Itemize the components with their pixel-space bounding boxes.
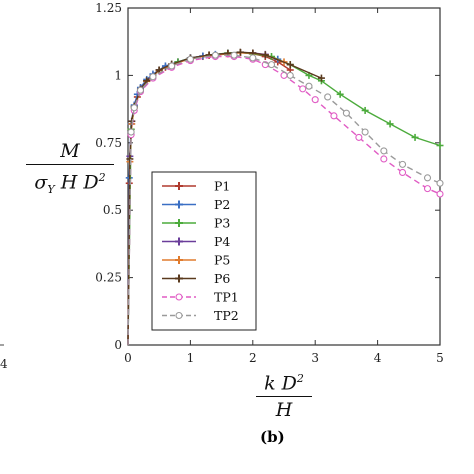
- legend-label: P4: [214, 234, 230, 249]
- data-point: [286, 61, 294, 69]
- data-point: [423, 185, 432, 193]
- data-point: [127, 128, 135, 136]
- legend-entry-p5: P5: [162, 253, 230, 268]
- data-point: [386, 120, 394, 128]
- legend-label: TP1: [214, 290, 239, 305]
- data-point: [330, 112, 338, 120]
- y-tick-label: 1: [114, 68, 122, 82]
- legend-label: P5: [214, 253, 230, 268]
- y-tick-label: 0.25: [95, 271, 122, 285]
- data-point: [286, 71, 294, 79]
- data-point: [267, 61, 276, 69]
- data-point: [380, 147, 388, 155]
- data-point: [399, 168, 407, 177]
- data-point: [411, 133, 419, 141]
- legend-entry-tp2: TP2: [162, 308, 239, 323]
- data-point: [299, 85, 307, 93]
- legend-entry-p2: P2: [162, 197, 230, 212]
- data-point: [436, 141, 444, 149]
- data-point: [361, 128, 369, 136]
- x-tick-label: 3: [311, 351, 319, 365]
- panel-label: (b): [260, 428, 285, 446]
- legend-label: P3: [214, 216, 230, 231]
- y-axis-label: M σY H D2: [24, 140, 116, 201]
- legend-entry-p3: P3: [162, 216, 230, 231]
- data-point: [436, 190, 444, 198]
- data-point: [361, 106, 369, 114]
- data-point: [380, 155, 388, 163]
- y-label-denominator: σY H D2: [24, 167, 116, 201]
- legend-entry-tp1: TP1: [162, 290, 239, 305]
- legend-box: [151, 171, 257, 331]
- x-tick-label: 5: [436, 351, 444, 365]
- data-point: [342, 109, 350, 117]
- data-point: [186, 55, 194, 63]
- data-point: [149, 73, 157, 81]
- y-label-sigma: σ: [34, 171, 48, 194]
- y-label-numerator: M: [60, 140, 80, 162]
- y-tick-label: 1.25: [95, 1, 122, 15]
- legend-entry-p1: P1: [162, 179, 230, 194]
- data-point: [399, 160, 407, 168]
- x-label-numerator: k D2: [252, 368, 316, 394]
- data-point: [249, 54, 257, 62]
- legend-label: P2: [214, 197, 230, 212]
- y-label-fraction-bar: [26, 164, 114, 165]
- legend-label: TP2: [214, 308, 239, 323]
- x-tick-label: 4: [374, 351, 382, 365]
- data-point: [336, 90, 344, 98]
- series-layer: [125, 48, 444, 346]
- data-point: [305, 82, 313, 90]
- legend-label: P1: [214, 179, 230, 194]
- x-label-num-text: k D: [264, 372, 297, 395]
- legend-label: P6: [214, 271, 230, 286]
- legend-entry-p4: P4: [162, 234, 230, 249]
- x-label-num-superscript: 2: [296, 372, 304, 385]
- legend-entry-p6: P6: [162, 271, 230, 286]
- x-tick-label: 2: [249, 351, 257, 365]
- data-point: [311, 96, 319, 104]
- data-point: [155, 66, 163, 74]
- y-tick-label: 0.75: [95, 136, 122, 150]
- x-label-fraction-bar: [256, 396, 312, 398]
- series-line-tp1: [127, 55, 441, 346]
- y-tick-label: 0: [114, 338, 122, 352]
- data-point: [261, 51, 269, 59]
- y-label-sigma-subscript: Y: [47, 183, 55, 197]
- legend: P1 P2 P3 P4 P5 P6 TP1 TP2: [151, 171, 257, 331]
- data-point: [436, 179, 444, 187]
- plot-area-frame: [127, 7, 441, 346]
- data-point: [211, 51, 219, 59]
- left-partial-panel: 4: [0, 344, 8, 371]
- y-label-den-superscript: 2: [98, 171, 106, 184]
- x-label-denominator: H: [275, 399, 293, 422]
- x-tick-label: 0: [124, 351, 132, 365]
- data-point: [317, 74, 325, 82]
- data-point: [126, 155, 134, 163]
- edge-tick-label: 4: [0, 357, 8, 371]
- y-label-den-rest: H D: [54, 171, 99, 194]
- data-point: [355, 133, 363, 141]
- series-tp2: [127, 51, 444, 346]
- y-tick-label: 0.5: [103, 203, 122, 217]
- data-point: [168, 62, 176, 70]
- x-tick-label: 1: [187, 351, 195, 365]
- data-point: [324, 93, 332, 101]
- data-point: [423, 174, 432, 182]
- data-point: [230, 51, 238, 59]
- data-point: [236, 48, 244, 56]
- data-point: [136, 86, 145, 94]
- data-point: [130, 104, 138, 112]
- x-axis-label: k D2 H: [252, 368, 316, 421]
